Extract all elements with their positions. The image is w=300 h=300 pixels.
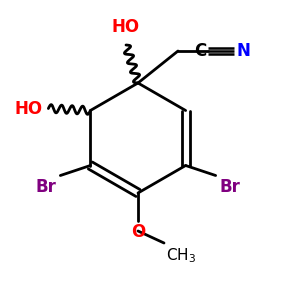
Text: Br: Br <box>35 178 56 196</box>
Text: O: O <box>131 223 145 241</box>
Text: N: N <box>236 42 250 60</box>
Text: HO: HO <box>112 18 140 36</box>
Text: CH$_3$: CH$_3$ <box>166 246 196 265</box>
Text: Br: Br <box>220 178 241 196</box>
Text: HO: HO <box>14 100 42 118</box>
Text: C: C <box>194 42 206 60</box>
